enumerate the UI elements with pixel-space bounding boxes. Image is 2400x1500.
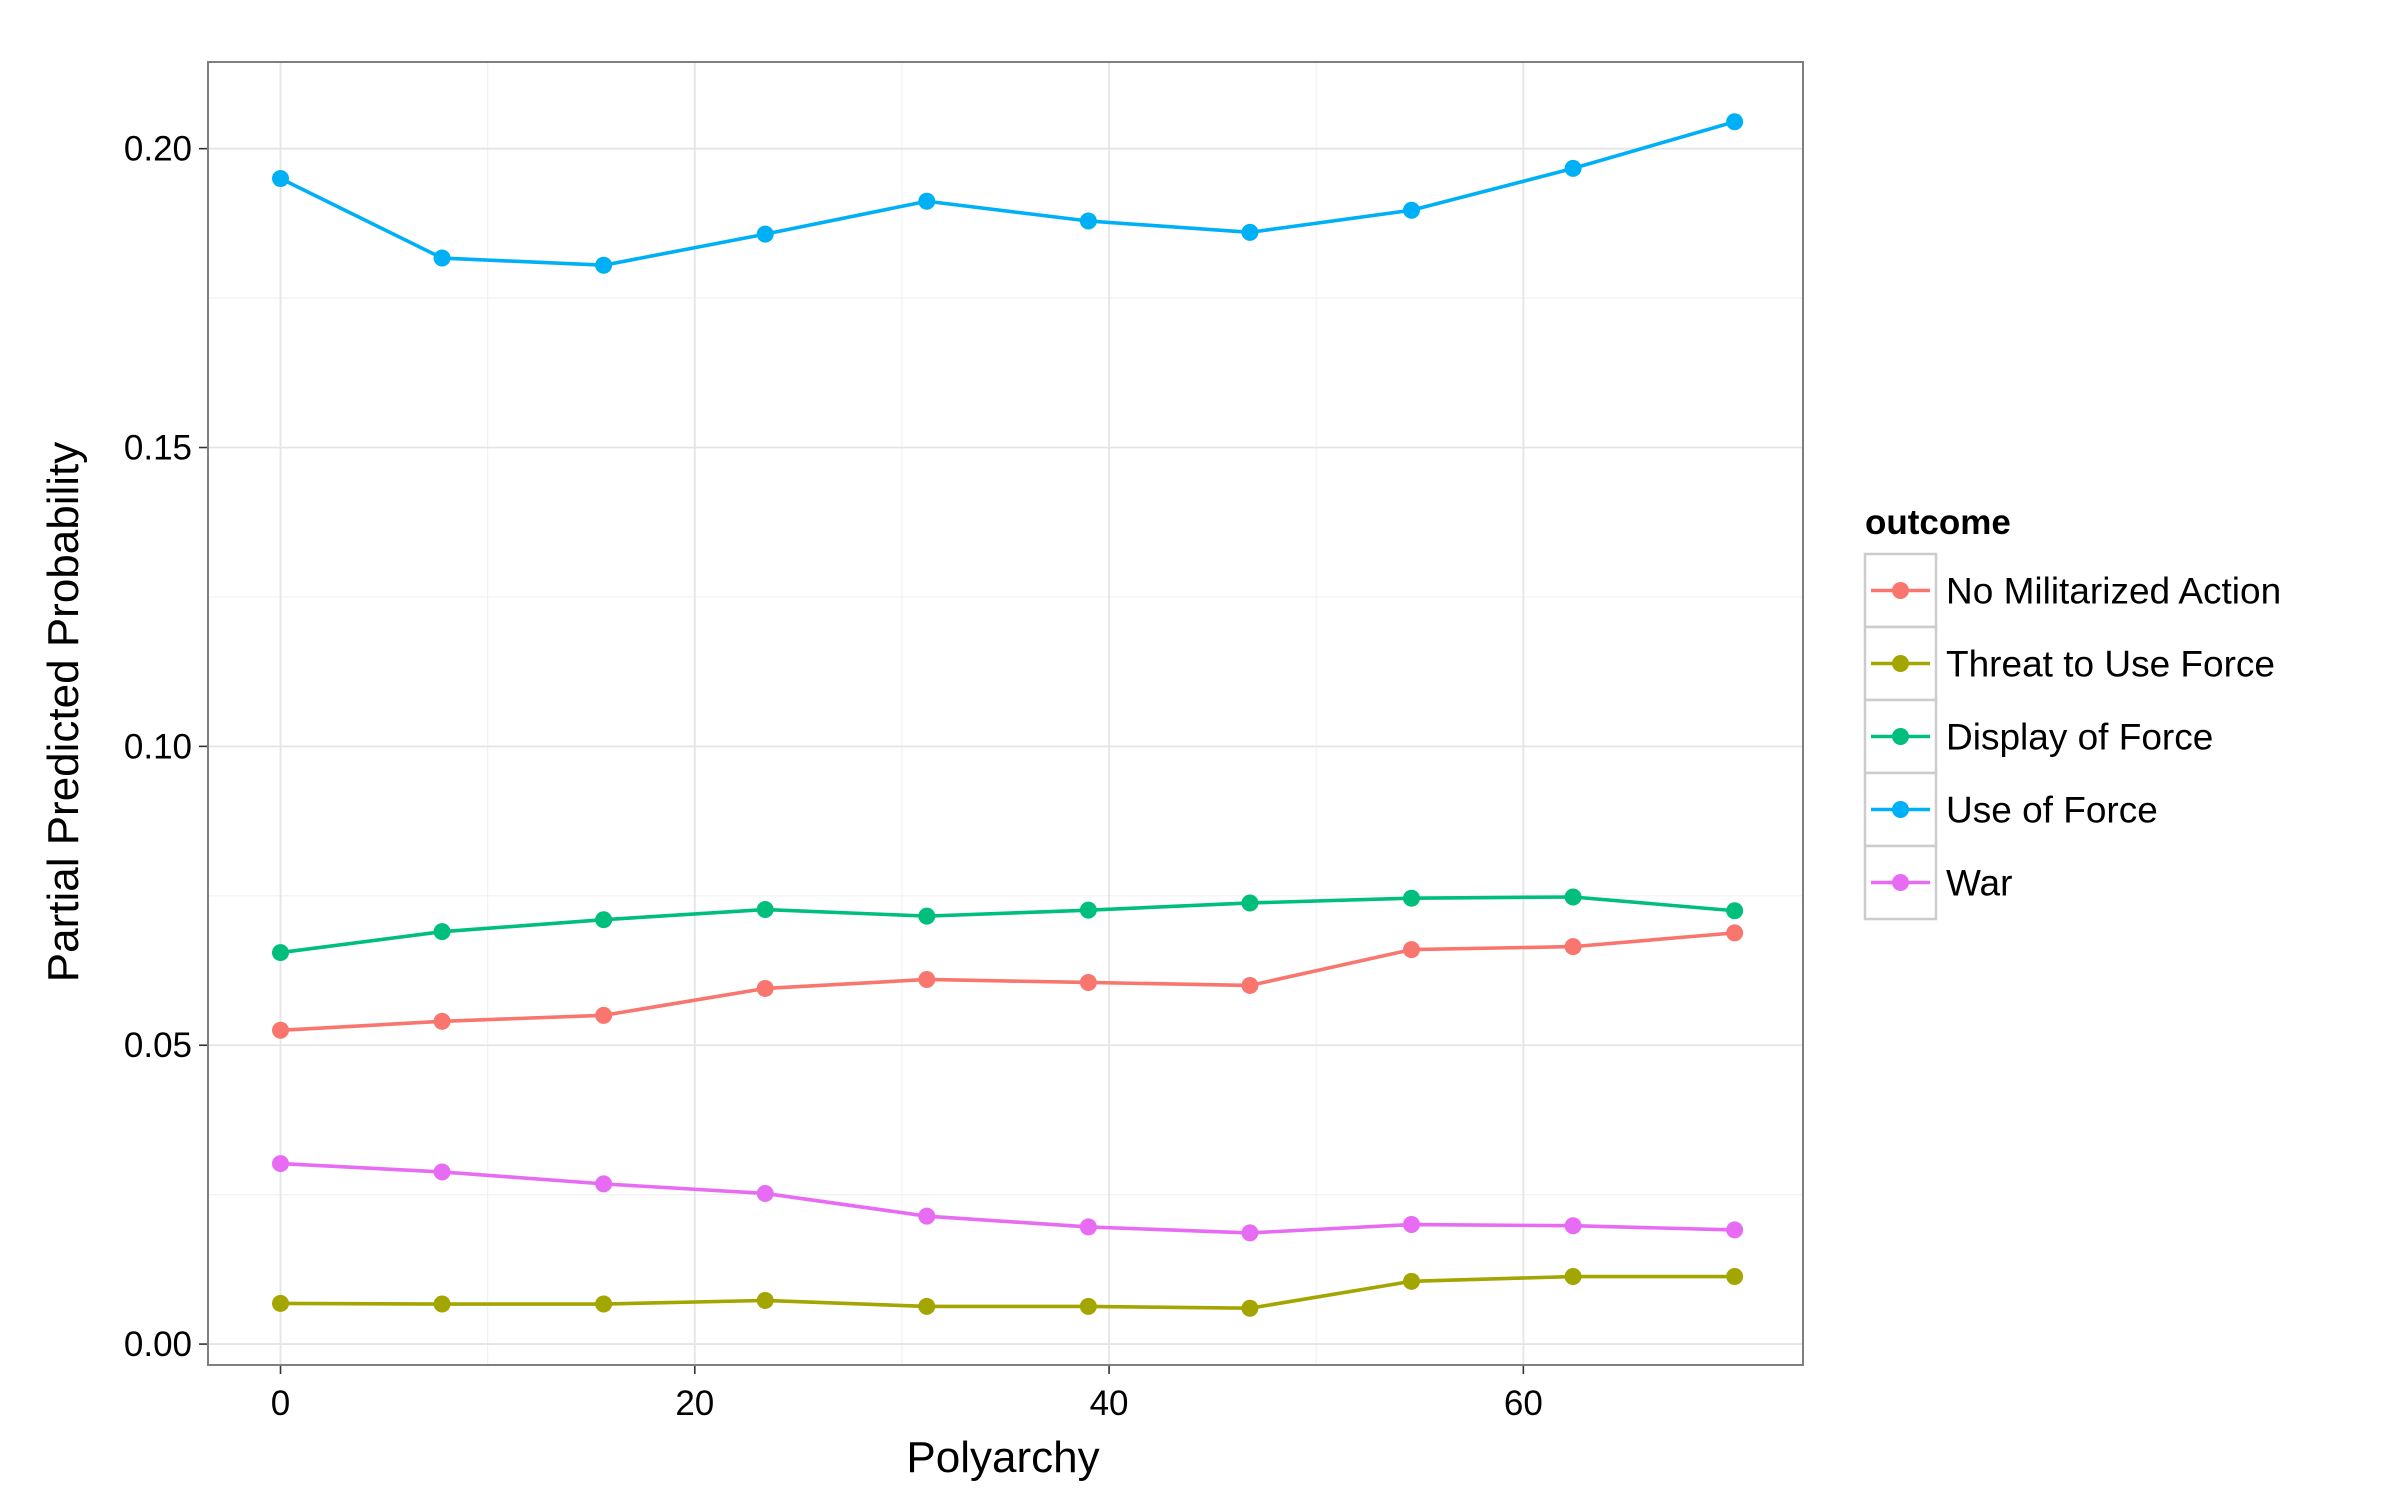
data-point-threat-to-use-force [1726, 1268, 1744, 1286]
data-point-war [918, 1207, 936, 1225]
x-tick-label: 20 [675, 1384, 714, 1423]
y-tick-label: 0.00 [124, 1325, 192, 1364]
x-tick-label: 0 [271, 1384, 290, 1423]
data-point-no-militarized-action [1403, 941, 1420, 959]
legend-key-point-display-of-force [1892, 728, 1909, 745]
data-point-war [1403, 1216, 1420, 1234]
y-tick-label: 0.05 [124, 1026, 192, 1065]
data-point-display-of-force [1079, 901, 1097, 919]
y-tick-label: 0.15 [124, 429, 192, 468]
legend-title: outcome [1865, 503, 2011, 542]
series-line-no-militarized-action [278, 931, 1737, 1033]
data-point-threat-to-use-force [1241, 1299, 1259, 1317]
data-point-use-of-force [756, 225, 774, 243]
data-point-war [272, 1155, 289, 1173]
data-point-use-of-force [595, 256, 613, 274]
data-point-threat-to-use-force [272, 1294, 289, 1312]
data-point-war [1564, 1217, 1582, 1235]
data-point-display-of-force [918, 907, 936, 925]
data-point-no-militarized-action [272, 1021, 289, 1039]
data-point-no-militarized-action [1726, 924, 1744, 942]
data-point-no-militarized-action [756, 979, 774, 997]
legend-key-point-threat-to-use-force [1892, 655, 1909, 672]
data-point-display-of-force [1241, 894, 1259, 912]
y-tick-label: 0.20 [124, 130, 192, 169]
legend-label-war: War [1946, 863, 2012, 904]
data-point-display-of-force [1564, 888, 1582, 906]
series-line-use-of-force [278, 119, 1737, 268]
data-point-threat-to-use-force [595, 1295, 613, 1313]
series-line-threat-to-use-force [278, 1274, 1737, 1311]
data-point-no-militarized-action [1079, 973, 1097, 991]
data-point-display-of-force [595, 911, 613, 929]
y-axis-label: Partial Predicted Probability [39, 442, 88, 982]
data-point-war [756, 1184, 774, 1202]
plot-panel [208, 62, 1803, 1365]
y-tick-label: 0.10 [124, 727, 192, 766]
x-tick-label: 60 [1504, 1384, 1543, 1423]
x-tick-label: 40 [1090, 1384, 1129, 1423]
data-point-war [433, 1163, 451, 1181]
plot-border [207, 61, 1804, 1366]
data-point-no-militarized-action [1241, 976, 1259, 994]
legend-key-point-no-militarized-action [1892, 582, 1909, 599]
data-point-use-of-force [1079, 212, 1097, 230]
data-point-threat-to-use-force [1079, 1297, 1097, 1315]
data-point-threat-to-use-force [918, 1297, 936, 1315]
legend: outcome No Militarized Action Threat to U… [1863, 503, 2281, 921]
series-line-display-of-force [278, 895, 1737, 955]
data-point-war [1241, 1224, 1259, 1242]
data-point-display-of-force [1726, 902, 1744, 920]
data-point-display-of-force [1403, 889, 1420, 907]
data-point-war [1079, 1218, 1097, 1236]
data-point-display-of-force [433, 923, 451, 941]
legend-key-point-war [1892, 874, 1909, 891]
data-point-use-of-force [1241, 223, 1259, 241]
x-axis-label: Polyarchy [906, 1433, 1099, 1482]
data-point-no-militarized-action [595, 1006, 613, 1024]
data-point-use-of-force [1564, 159, 1582, 177]
data-point-war [595, 1175, 613, 1193]
data-point-use-of-force [1726, 113, 1744, 131]
legend-label-use-of-force: Use of Force [1946, 790, 2158, 831]
data-point-no-militarized-action [433, 1012, 451, 1030]
data-point-use-of-force [918, 192, 936, 210]
data-point-threat-to-use-force [756, 1291, 774, 1309]
data-point-threat-to-use-force [1403, 1272, 1420, 1290]
data-point-no-militarized-action [1564, 938, 1582, 956]
plot-area: 0.00 0.05 0.10 0.15 0.20 0 20 40 60 [124, 61, 1804, 1423]
legend-key-point-use-of-force [1892, 801, 1909, 818]
legend-label-no-militarized-action: No Militarized Action [1946, 571, 2281, 612]
data-point-no-militarized-action [918, 970, 936, 988]
data-point-display-of-force [756, 901, 774, 919]
data-point-use-of-force [272, 170, 289, 188]
data-point-use-of-force [1403, 201, 1420, 219]
legend-label-display-of-force: Display of Force [1946, 717, 2213, 758]
data-point-threat-to-use-force [1564, 1268, 1582, 1286]
data-point-display-of-force [272, 944, 289, 962]
legend-label-threat-to-use-force: Threat to Use Force [1946, 644, 2275, 685]
data-point-threat-to-use-force [433, 1295, 451, 1313]
series-line-war [278, 1161, 1737, 1235]
data-point-war [1726, 1221, 1744, 1239]
data-point-use-of-force [433, 249, 451, 267]
